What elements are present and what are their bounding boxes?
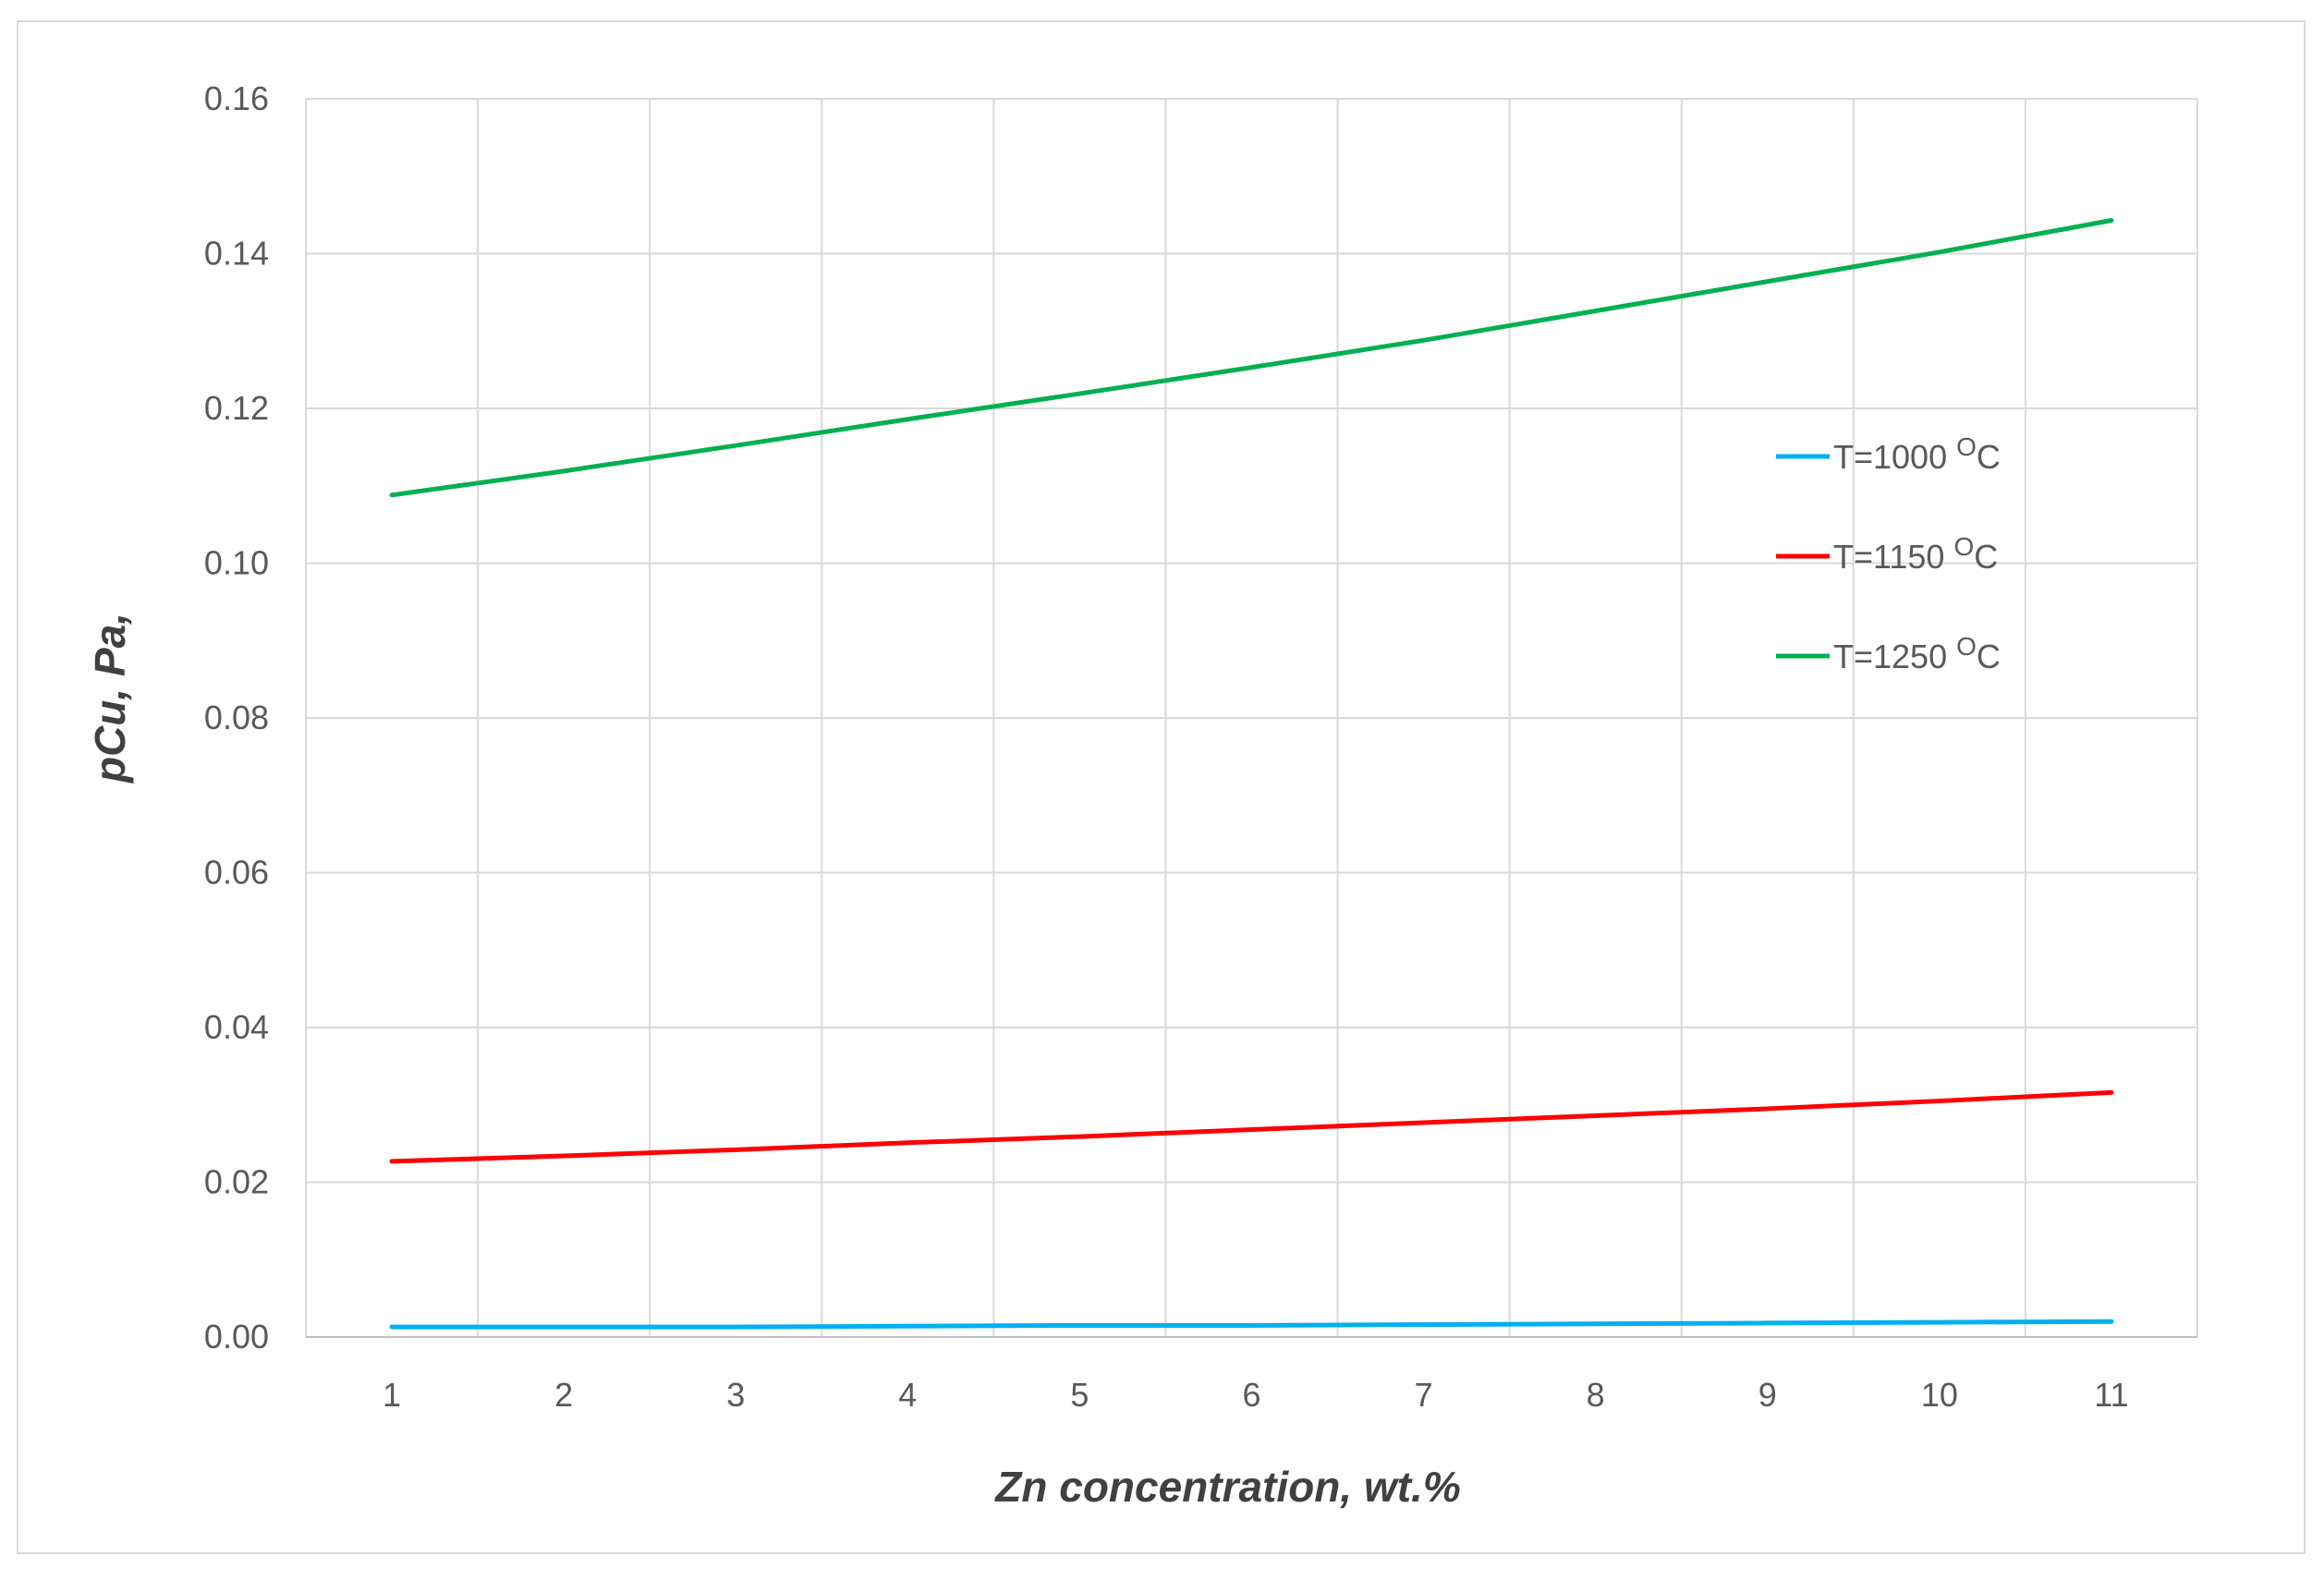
chart-frame — [17, 20, 2306, 1554]
x-tick-label: 1 — [383, 1376, 401, 1414]
x-tick-label: 6 — [1242, 1376, 1260, 1414]
legend-label: T=1250 OC — [1833, 632, 2001, 675]
x-tick-label: 10 — [1921, 1376, 1958, 1414]
y-tick-label: 0.10 — [204, 544, 269, 582]
y-tick-label: 0.06 — [204, 854, 269, 892]
y-tick-label: 0.04 — [204, 1008, 269, 1046]
x-tick-label: 11 — [2094, 1376, 2128, 1414]
x-tick-label: 5 — [1070, 1376, 1089, 1414]
legend: T=1000 OC T=1150 OC T=1250 OC — [1776, 432, 2001, 675]
legend-label: T=1000 OC — [1833, 432, 2001, 476]
x-tick-label: 4 — [898, 1376, 917, 1414]
series-line-3 — [389, 217, 2114, 498]
series-line-2 — [389, 1089, 2114, 1164]
x-tick-label: 3 — [726, 1376, 745, 1414]
series-line-1 — [389, 1319, 2114, 1330]
legend-item: T=1150 OC — [1776, 532, 1998, 576]
y-tick-label: 0.12 — [204, 389, 269, 427]
y-tick-labels: 0.00 0.02 0.04 0.06 0.08 0.10 0.12 0.14 0.16 — [204, 79, 269, 1355]
series-lines — [389, 217, 2114, 1330]
y-axis-title: pCu, Pa, — [86, 613, 134, 784]
x-tick-label: 7 — [1415, 1376, 1433, 1414]
x-tick-labels: 1 2 3 4 5 6 7 8 9 10 11 — [383, 1376, 2129, 1414]
x-tick-label: 8 — [1587, 1376, 1605, 1414]
x-tick-label: 9 — [1758, 1376, 1777, 1414]
y-tick-label: 0.08 — [204, 699, 269, 736]
y-tick-label: 0.16 — [204, 79, 269, 117]
x-tick-label: 2 — [554, 1376, 573, 1414]
legend-item: T=1250 OC — [1776, 632, 2001, 675]
y-tick-label: 0.02 — [204, 1163, 269, 1201]
grid — [305, 98, 2198, 1338]
legend-label: T=1150 OC — [1833, 532, 1998, 576]
x-axis-title: Zn concentration, wt.% — [993, 1463, 1460, 1511]
y-tick-label: 0.00 — [204, 1318, 269, 1355]
legend-item: T=1000 OC — [1776, 432, 2001, 476]
y-tick-label: 0.14 — [204, 235, 269, 273]
